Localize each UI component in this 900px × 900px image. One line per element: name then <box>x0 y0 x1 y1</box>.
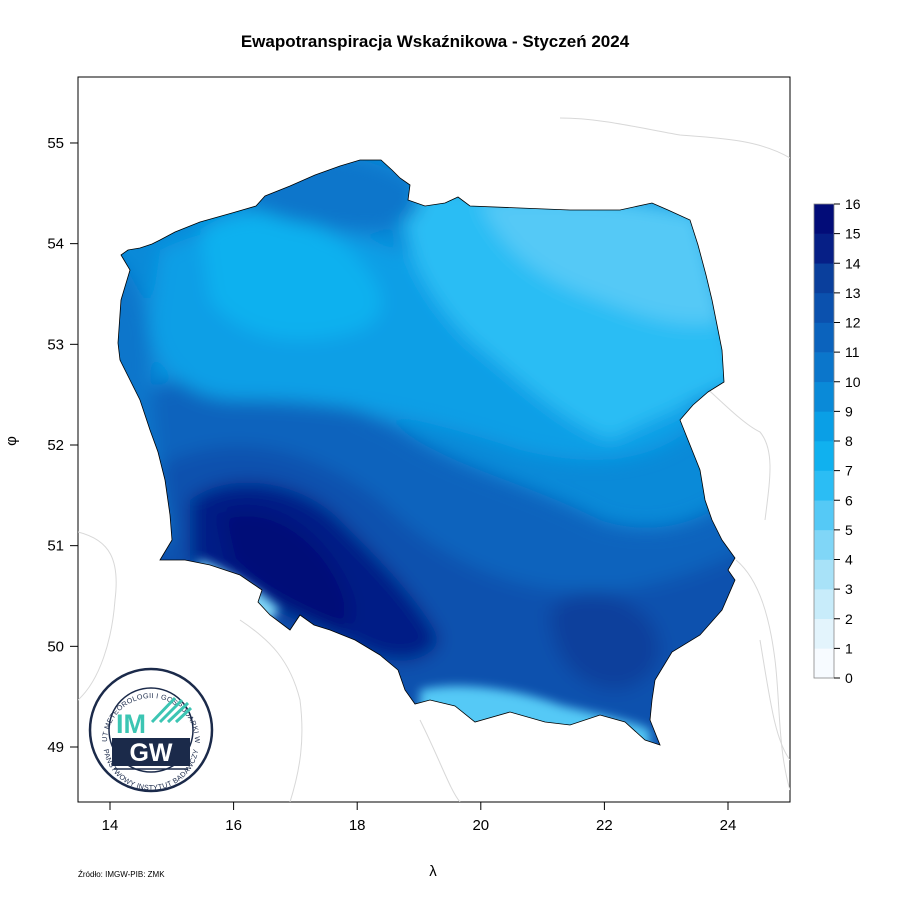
legend-tick-label: 13 <box>845 285 861 301</box>
legend-tick-label: 6 <box>845 492 853 508</box>
legend-tick-label: 16 <box>845 196 861 212</box>
map-title: Ewapotranspiracja Wskaźnikowa - Styczeń … <box>241 32 630 51</box>
legend-tick-label: 4 <box>845 552 853 568</box>
x-tick-label: 24 <box>720 817 737 834</box>
legend-class-swatch <box>814 411 834 442</box>
legend-tick-label: 3 <box>845 581 853 597</box>
x-tick-label: 16 <box>225 817 242 834</box>
logo-stripes <box>150 696 193 724</box>
y-tick-label: 51 <box>47 538 64 555</box>
legend-tick-label: 5 <box>845 522 853 538</box>
legend-tick-label: 10 <box>845 374 861 390</box>
legend-class-swatch <box>814 470 834 501</box>
legend-class-swatch <box>814 589 834 620</box>
legend-tick-label: 11 <box>845 344 860 360</box>
logo-navy-band <box>112 738 190 766</box>
y-axis-label: φ <box>3 436 20 446</box>
legend-class-swatch <box>814 204 834 234</box>
source-note: Źródło: IMGW-PIB: ZMK <box>78 870 165 879</box>
y-tick-label: 54 <box>47 236 64 253</box>
neighbour-borders <box>78 117 790 802</box>
poland-border <box>117 159 736 746</box>
legend-class-swatch <box>814 441 834 471</box>
x-tick-label: 14 <box>102 817 119 834</box>
legend-class-swatch <box>814 352 834 383</box>
legend-tick-label: 2 <box>845 611 853 627</box>
legend-tick-label: 15 <box>845 226 861 242</box>
legend-class-swatch <box>814 648 834 679</box>
legend-tick-label: 1 <box>845 640 853 656</box>
legend-tick-label: 0 <box>845 670 853 686</box>
logo-letters-top: IM <box>116 709 146 739</box>
zone-south-east <box>550 591 660 690</box>
legend-tick-label: 9 <box>845 403 853 419</box>
legend-class-swatch <box>814 381 834 412</box>
logo-letters-bottom: GW <box>129 739 172 767</box>
x-tick-label: 18 <box>349 817 366 834</box>
y-tick-label: 49 <box>47 739 64 756</box>
legend-tick-label: 7 <box>845 463 853 479</box>
y-tick-label: 52 <box>47 437 64 454</box>
y-tick-label: 53 <box>47 336 64 353</box>
x-axis: 14 16 18 20 22 24 <box>102 802 737 834</box>
legend-class-swatch <box>814 292 834 323</box>
legend-class-swatch <box>814 529 834 560</box>
legend-class-swatch <box>814 559 834 590</box>
legend-class-swatch <box>814 322 834 353</box>
evapotranspiration-zones <box>118 160 735 745</box>
y-tick-label: 50 <box>47 638 64 655</box>
x-tick-label: 22 <box>596 817 613 834</box>
legend-class-swatch <box>814 263 834 294</box>
legend-tick-label: 14 <box>845 255 861 271</box>
y-axis: 49 50 51 52 53 54 55 <box>47 135 78 756</box>
x-axis-label: λ <box>429 863 437 880</box>
x-tick-label: 20 <box>472 817 489 834</box>
zone-north-west-lakes <box>200 211 382 340</box>
legend-tick-label: 12 <box>845 315 861 331</box>
legend-class-swatch <box>814 233 834 264</box>
legend-class-swatch <box>814 618 834 649</box>
zone-lower-silesia-core <box>220 510 351 630</box>
zone-north-east-light <box>480 198 725 324</box>
legend-class-swatch <box>814 500 834 531</box>
y-tick-label: 55 <box>47 135 64 152</box>
legend-tick-label: 8 <box>845 433 853 449</box>
